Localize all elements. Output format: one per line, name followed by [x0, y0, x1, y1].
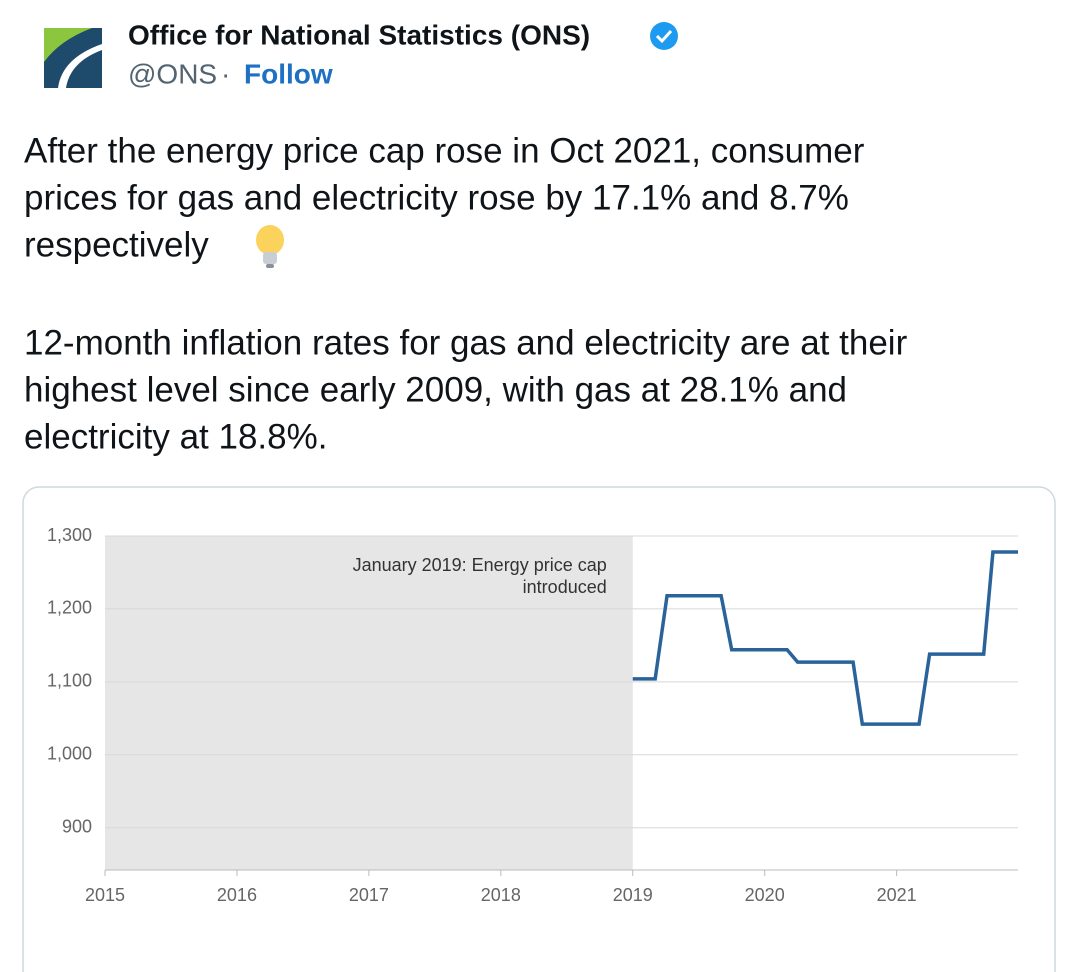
author-name[interactable]: Office for National Statistics (ONS) [128, 19, 590, 50]
y-tick-label: 1,000 [47, 744, 92, 764]
y-tick-label: 1,100 [47, 671, 92, 691]
tweet-line: respectively [24, 225, 209, 264]
x-tick-label: 2015 [85, 885, 125, 905]
x-tick-label: 2018 [481, 885, 521, 905]
x-tick-label: 2021 [877, 885, 917, 905]
x-tick-label: 2019 [613, 885, 653, 905]
avatar[interactable] [40, 26, 102, 88]
x-tick-label: 2017 [349, 885, 389, 905]
y-tick-label: 1,300 [47, 525, 92, 545]
author-handle[interactable]: @ONS [128, 58, 217, 89]
x-tick-label: 2020 [745, 885, 785, 905]
y-tick-label: 900 [62, 816, 92, 836]
shaded-region [105, 536, 633, 870]
data-line [632, 550, 1018, 726]
follow-button[interactable]: Follow [244, 58, 333, 89]
tweet-text: After the energy price cap rose in Oct 2… [24, 131, 908, 456]
tweet-line: prices for gas and electricity rose by 1… [24, 178, 849, 217]
tweet-line: 12-month inflation rates for gas and ele… [24, 323, 908, 362]
y-tick-label: 1,200 [47, 598, 92, 618]
chart: 900 1,000 1,100 1,200 1,300 2015 2016 2017 2018 2… [47, 525, 1018, 905]
annotation: January 2019: Energy price cap [353, 555, 607, 575]
tweet-line: highest level since early 2009, with gas… [24, 370, 847, 409]
tweet-line: electricity at 18.8%. [24, 417, 327, 456]
annotation: introduced [523, 577, 607, 597]
x-tick-label: 2016 [217, 885, 257, 905]
tweet-line: After the energy price cap rose in Oct 2… [24, 131, 865, 170]
lightbulb-emoji [256, 225, 284, 268]
verified-badge [650, 22, 678, 50]
separator: · [221, 58, 230, 89]
